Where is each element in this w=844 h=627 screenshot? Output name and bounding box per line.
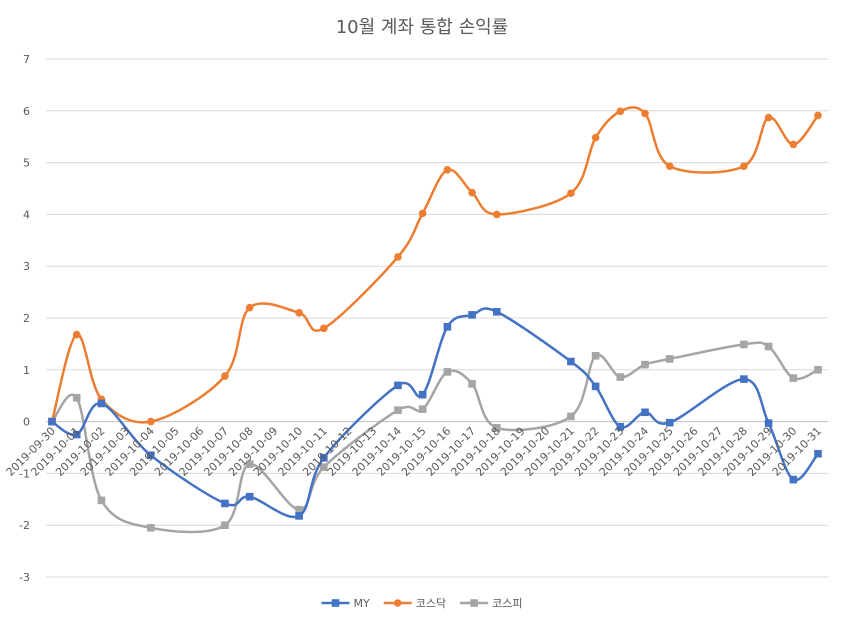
data-point xyxy=(72,430,81,439)
y-tick-label: 5 xyxy=(23,157,30,170)
data-point xyxy=(567,189,575,197)
data-point xyxy=(147,523,155,532)
data-point xyxy=(72,393,81,402)
series-line xyxy=(50,341,820,534)
data-point xyxy=(591,382,600,391)
data-point xyxy=(418,390,427,399)
data-point xyxy=(665,162,674,171)
data-point xyxy=(418,405,427,413)
legend-label: 코스닥 xyxy=(416,597,446,610)
data-point xyxy=(789,475,798,484)
data-point xyxy=(641,109,649,118)
data-point xyxy=(48,417,56,426)
y-tick-label: 6 xyxy=(23,105,30,118)
y-tick-label: -1 xyxy=(19,467,30,480)
data-point xyxy=(394,381,402,390)
data-point xyxy=(394,253,402,261)
legend-item: 코스피 xyxy=(460,597,522,610)
data-point xyxy=(72,330,81,339)
y-axis: -3 -2 -1 0 1 2 3 4 5 6 7 xyxy=(19,53,30,584)
y-tick-label: 7 xyxy=(23,53,30,66)
legend-marker xyxy=(393,599,402,607)
data-point xyxy=(740,340,748,349)
data-point xyxy=(147,417,155,426)
data-point xyxy=(492,210,501,219)
data-point xyxy=(814,366,822,374)
data-point xyxy=(492,424,501,432)
data-point xyxy=(764,113,773,122)
data-point xyxy=(394,406,402,415)
data-point xyxy=(789,374,798,382)
legend: MY 코스닥 코스피 xyxy=(321,597,522,610)
data-point xyxy=(641,360,649,369)
data-point xyxy=(320,324,328,333)
data-point xyxy=(97,399,106,408)
legend-marker xyxy=(331,599,340,607)
data-point xyxy=(616,107,625,116)
series-코스닥 xyxy=(48,106,822,426)
data-point xyxy=(814,111,822,120)
data-point xyxy=(295,309,303,317)
data-point xyxy=(443,323,452,331)
y-tick-label: 3 xyxy=(23,260,30,273)
gridlines xyxy=(46,58,828,578)
legend-label: MY xyxy=(354,597,370,610)
data-point xyxy=(591,352,600,360)
legend-item: 코스닥 xyxy=(383,597,446,610)
data-point xyxy=(245,460,254,468)
data-point xyxy=(665,418,674,427)
data-point xyxy=(789,140,798,149)
data-point xyxy=(295,512,303,520)
data-point xyxy=(443,166,452,174)
data-point xyxy=(764,419,773,427)
data-point xyxy=(443,368,452,376)
data-point xyxy=(320,454,328,462)
data-point xyxy=(468,311,476,319)
chart-title: 10월 계좌 통합 손익률 xyxy=(336,17,509,38)
data-point xyxy=(665,355,674,363)
y-tick-label: 1 xyxy=(23,364,30,377)
legend-item: MY xyxy=(321,597,370,610)
data-point xyxy=(591,133,600,142)
legend-label: 코스피 xyxy=(492,597,522,610)
data-point xyxy=(221,372,229,380)
data-point xyxy=(245,303,254,312)
series-line xyxy=(50,307,820,519)
y-tick-label: 0 xyxy=(23,416,30,429)
data-point xyxy=(567,412,575,421)
data-point xyxy=(740,162,748,171)
data-point xyxy=(320,463,328,471)
data-point xyxy=(418,209,427,218)
x-axis: 2019-09-302019-10-012019-10-022019-10-03… xyxy=(4,425,824,479)
data-point xyxy=(295,505,303,514)
data-point xyxy=(468,188,476,197)
y-tick-label: -3 xyxy=(19,571,30,584)
data-point xyxy=(764,342,773,351)
data-point xyxy=(641,408,649,417)
y-tick-label: 2 xyxy=(23,312,30,325)
data-point xyxy=(616,422,625,431)
series-MY xyxy=(48,307,822,520)
data-point xyxy=(147,451,155,460)
series-layer xyxy=(48,106,822,534)
series-line xyxy=(50,106,820,424)
data-point xyxy=(616,373,625,381)
data-point xyxy=(468,379,476,388)
data-point xyxy=(567,357,575,366)
data-point xyxy=(492,307,501,316)
y-tick-label: 4 xyxy=(23,208,30,221)
data-point xyxy=(221,521,229,529)
data-point xyxy=(814,449,822,458)
data-point xyxy=(221,499,229,508)
data-point xyxy=(97,496,106,505)
data-point xyxy=(740,375,748,383)
y-tick-label: -2 xyxy=(19,519,30,532)
data-point xyxy=(245,492,254,501)
legend-marker xyxy=(470,599,478,607)
